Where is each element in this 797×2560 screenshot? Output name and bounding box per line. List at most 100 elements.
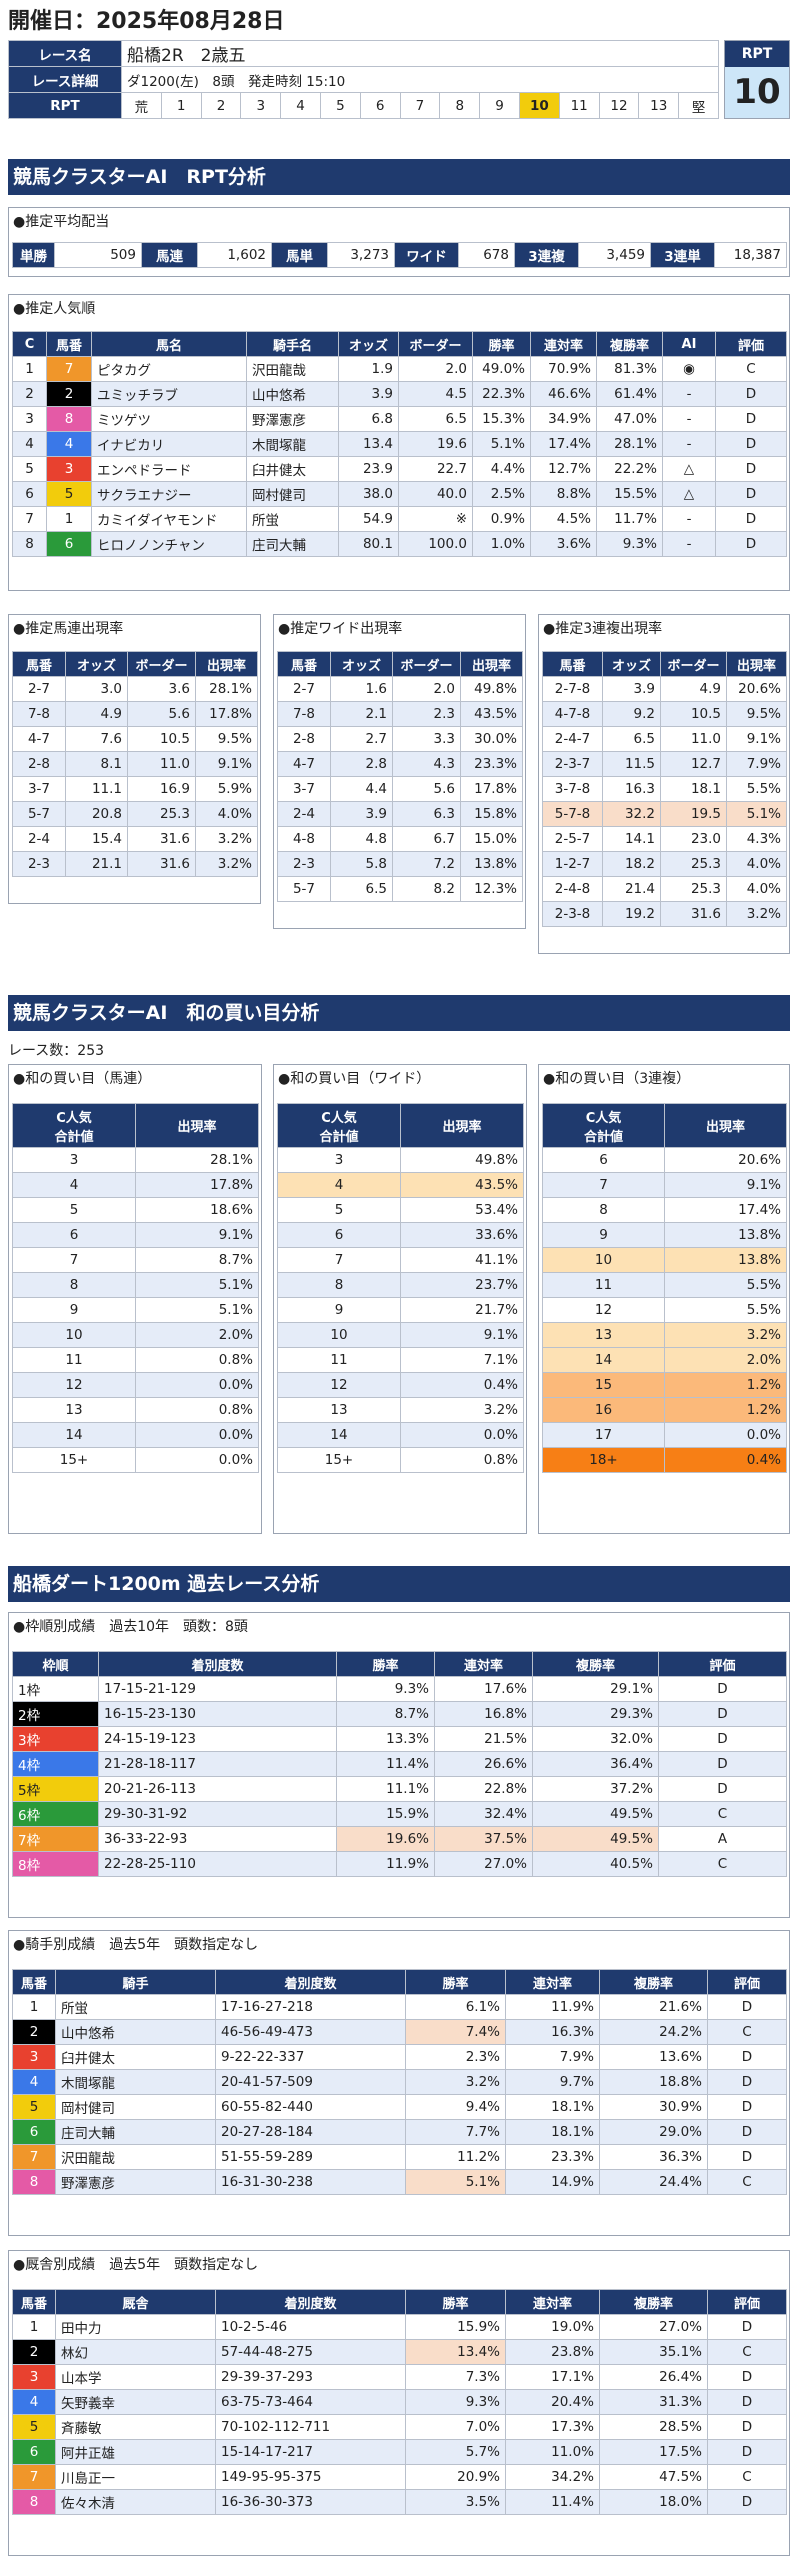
table-cell: 41.1% [400,1247,524,1273]
column-header: ボーダー [392,651,461,677]
table-cell: 7.3% [405,2364,506,2390]
table-cell: 2.0 [398,356,473,382]
table-cell: 1 [12,356,47,382]
table-cell: 9.1% [195,751,258,777]
table-cell: - [662,506,716,532]
table-row: 12 0.0% [12,1372,259,1398]
table-cell: 4枠 [12,1751,99,1777]
table-cell: 22.7 [398,456,473,482]
table-cell: 20.9% [405,2464,506,2490]
table-cell: 庄司大輔 [55,2119,216,2145]
rpt-cell: 13 [638,92,680,119]
table-cell: 8.8% [530,481,597,507]
table-cell: 36.4% [532,1751,659,1777]
column-header: 着別度数 [98,1651,337,1677]
rpt-cell: 8 [439,92,481,119]
table-row: 3 8 ミツゲツ 野澤憲彦 6.8 6.5 15.3% 34.9% 47.0% - D [12,406,787,432]
column-header: 評価 [707,2289,787,2315]
table-cell: 6 [277,1222,401,1248]
table-cell: 18.1% [505,2119,600,2145]
table-cell: 7-8 [277,701,331,727]
table-cell: 庄司大輔 [246,531,339,557]
table-row: 3 臼井健太 9-22-22-337 2.3% 7.9% 13.6% D [12,2044,787,2070]
race-name: 船橋2R 2歳五 [120,40,720,67]
column-header: 馬番 [542,651,603,677]
table-cell: 32.4% [434,1801,533,1827]
table-cell: 2.7 [330,726,393,752]
table-cell: 0.8% [400,1447,524,1473]
table-cell: 15.0% [460,826,523,852]
table-cell: 1.2% [664,1372,787,1398]
table-cell: 63-75-73-464 [215,2389,406,2415]
rpt-label: RPT [8,92,122,119]
table-row: 2-4 3.9 6.3 15.8% [277,801,523,827]
popularity-title: ●推定人気順 [13,301,96,317]
table-cell: 5.6 [127,701,196,727]
table-cell: 8 [12,531,47,557]
table-cell: 川島正一 [55,2464,216,2490]
table-cell: 2-3 [277,851,331,877]
table-cell: 3.0 [65,676,128,702]
table-cell: 7 [12,2144,56,2170]
table-cell: 15.9% [336,1801,435,1827]
table-cell: 43.5% [460,701,523,727]
rpt-cell: 7 [399,92,441,119]
table-cell: 20-21-26-113 [98,1776,337,1802]
table-cell: D [715,431,787,457]
table-cell: 0.0% [135,1372,259,1398]
table-cell: 22.8% [434,1776,533,1802]
table-cell: 26.6% [434,1751,533,1777]
table-cell: 14 [277,1422,401,1448]
table-row: 9 21.7% [277,1297,524,1323]
table-cell: 3枠 [12,1726,99,1752]
table-cell: 17 [542,1422,665,1448]
table-cell: 37.5% [434,1826,533,1852]
table-cell: 32.2 [602,801,661,827]
table-cell: 12.7 [660,751,727,777]
table-cell: 49.5% [532,1826,659,1852]
table-row: 7枠 36-33-22-93 19.6% 37.5% 49.5% A [12,1826,787,1852]
table-cell: 2-4 [12,826,66,852]
column-header: AI [662,331,716,357]
table-row: 2 林幻 57-44-48-275 13.4% 23.8% 35.1% C [12,2339,787,2365]
wa-wide-title: ●和の買い目（ワイド） [278,1071,431,1087]
table-cell: 5.5% [726,776,787,802]
table-cell: 4.5 [398,381,473,407]
table-cell: 12.7% [530,456,597,482]
table-cell: 山本学 [55,2364,216,2390]
table-cell: 9.3% [405,2389,506,2415]
table-cell: 2.8 [330,751,393,777]
wa-umaren-table: C人気 合計値 出現率 3 28.1% 4 17.8% 5 18.6% 6 9.1% 7 8.7% 8 5.… [12,1103,259,1473]
table-cell: 18.1 [660,776,727,802]
table-cell: 10 [277,1322,401,1348]
table-cell: 13.8% [460,851,523,877]
table-cell: D [715,381,787,407]
waku-table: 枠順 着別度数 勝率 連対率 複勝率 評価 1枠 17-15-21-129 9.3% 17.6% 2… [12,1651,787,1877]
table-cell: 47.5% [599,2464,708,2490]
table-cell: 14.9% [505,2169,600,2195]
table-row: 2-4-7 6.5 11.0 9.1% [542,726,787,752]
table-cell: 16-15-23-130 [98,1701,337,1727]
jockey-table: 馬番 騎手 着別度数 勝率 連対率 複勝率 評価 1 所蛍 17-16-27-218 6.1% 11.… [12,1969,787,2195]
table-cell: 22-28-25-110 [98,1851,337,1877]
table-cell: 10 [542,1247,665,1273]
table-cell: 13 [12,1397,136,1423]
table-cell: 13.3% [336,1726,435,1752]
column-header: 馬番 [46,331,92,357]
table-row: 4 矢野義幸 63-75-73-464 9.3% 20.4% 31.3% D [12,2389,787,2415]
table-cell: 2-3-7 [542,751,603,777]
table-cell: 9.5% [195,726,258,752]
jockey-panel: ●騎手別成績 過去5年 頭数指定なし 馬番 騎手 着別度数 勝率 連対率 複勝率 評価 1 所蛍… [8,1930,790,2236]
rpt-cell: 1 [160,92,202,119]
table-cell: 1枠 [12,1676,99,1702]
table-cell: 51-55-59-289 [215,2144,406,2170]
table-cell: 3-7-8 [542,776,603,802]
table-cell: 1 [12,2314,56,2340]
course-analysis-title: 船橋ダート1200m 過去レース分析 [8,1566,790,1602]
wa-umaren-title: ●和の買い目（馬連） [13,1071,152,1087]
table-cell: 18.1% [505,2094,600,2120]
table-cell: 15-14-17-217 [215,2439,406,2465]
table-cell: 5 [12,456,47,482]
table-cell: 21.7% [400,1297,524,1323]
table-row: 15+ 0.0% [12,1447,259,1473]
